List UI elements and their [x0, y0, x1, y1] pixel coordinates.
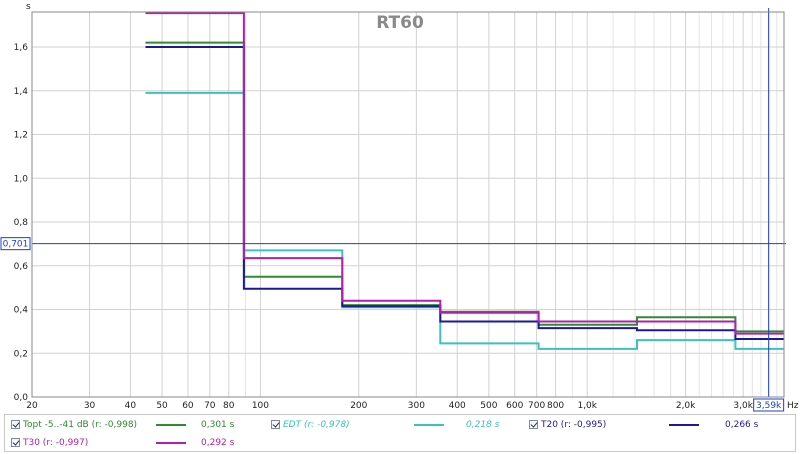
y-tick-label: 0,0: [14, 393, 29, 403]
x-tick-label: 3,0k: [733, 401, 753, 411]
cursor-layer: 0,701 3,59k: [0, 8, 786, 412]
y-tick-label: 1,6: [14, 43, 29, 53]
series-line: [145, 46, 784, 340]
x-tick-label: 50: [156, 401, 168, 411]
legend-series-name: T30 (r: -0,997): [23, 438, 89, 448]
x-tick-label: 80: [223, 401, 235, 411]
y-tick-label: 1,0: [14, 174, 29, 184]
legend-series-value: 0,301 s: [201, 420, 235, 430]
x-axis-unit-label: Hz: [787, 401, 799, 411]
x-tick-label: 600: [506, 401, 523, 411]
legend-item[interactable]: T30 (r: -0,997) 0,292 s: [11, 435, 266, 451]
x-tick-label: 500: [480, 401, 497, 411]
x-tick-label: 60: [182, 401, 194, 411]
x-tick-label: 300: [408, 401, 425, 411]
grid-lines: [31, 12, 784, 398]
plot-area[interactable]: [32, 12, 784, 397]
legend-color-swatch: [156, 424, 186, 426]
legend-series-name: T20 (r: -0,995): [541, 420, 607, 430]
legend-color-swatch: [669, 424, 699, 426]
legend-color-swatch: [156, 442, 186, 444]
cursor-x-readout-box: [753, 398, 785, 412]
series-visibility-checkbox[interactable]: [271, 420, 280, 429]
legend-color-swatch: [414, 424, 444, 426]
series-line: [145, 41, 784, 333]
y-axis-unit-label: s: [26, 2, 31, 12]
cursor-y-readout: 0,701: [3, 240, 29, 250]
y-tick-label: 1,4: [14, 87, 29, 97]
x-tick-label: 400: [449, 401, 466, 411]
series-line: [145, 12, 784, 335]
x-tick-label: 800: [547, 401, 564, 411]
y-tick-label: 0,4: [14, 306, 29, 316]
x-tick-label: 40: [125, 401, 137, 411]
plot-frame: [31, 11, 785, 398]
x-tick-label: 2,0k: [676, 401, 696, 411]
series-line: [145, 91, 784, 350]
x-tick-label: 30: [84, 401, 96, 411]
series-layer: [145, 12, 784, 350]
legend-series-name: Topt -5..-41 dB (r: -0,998): [23, 420, 138, 430]
x-tick-label: 100: [252, 401, 269, 411]
rt60-chart[interactable]: 0,701 3,59k 20 30 40 50 60 70 80 100 200 300 400 500…: [0, 0, 800, 414]
x-tick-label: 1,0k: [577, 401, 597, 411]
chart-title: RT60: [376, 13, 424, 33]
y-tick-label: 1,2: [14, 131, 28, 141]
legend-item[interactable]: EDT (r: -0,978) 0,218 s: [271, 417, 526, 433]
y-tick-label: 0,2: [14, 349, 28, 359]
legend-series-value: 0,292 s: [201, 438, 235, 448]
series-visibility-checkbox[interactable]: [11, 420, 20, 429]
legend: Topt -5..-41 dB (r: -0,998) 0,301 s EDT (r…: [4, 414, 796, 452]
legend-series-value: 0,266 s: [725, 420, 759, 430]
legend-series-name: EDT (r: -0,978): [283, 420, 350, 430]
legend-series-value: 0,218 s: [466, 420, 500, 430]
cursor-y-readout-box: [0, 237, 31, 251]
axis-ticks: 20 30 40 50 60 70 80 100 200 300 400 500 600 700 800 1,…: [14, 43, 754, 411]
series-visibility-checkbox[interactable]: [529, 420, 538, 429]
x-tick-label: 200: [350, 401, 367, 411]
cursor-x-readout: 3,59k: [756, 401, 782, 411]
x-tick-label: 20: [26, 401, 38, 411]
y-tick-label: 0,6: [14, 262, 29, 272]
legend-item[interactable]: T20 (r: -0,995) 0,266 s: [529, 417, 784, 433]
series-visibility-checkbox[interactable]: [11, 438, 20, 447]
x-tick-label: 700: [528, 401, 545, 411]
x-tick-label: 70: [204, 401, 216, 411]
y-tick-label: 0,8: [14, 218, 29, 228]
legend-item[interactable]: Topt -5..-41 dB (r: -0,998) 0,301 s: [11, 417, 266, 433]
